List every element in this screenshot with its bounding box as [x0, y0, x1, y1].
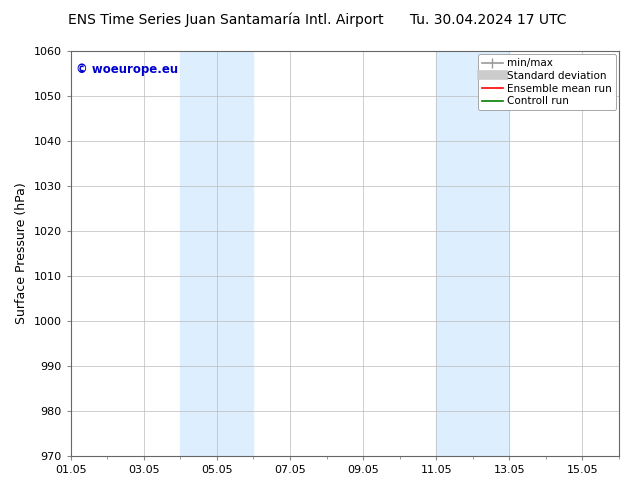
- Y-axis label: Surface Pressure (hPa): Surface Pressure (hPa): [15, 183, 28, 324]
- Text: ENS Time Series Juan Santamaría Intl. Airport      Tu. 30.04.2024 17 UTC: ENS Time Series Juan Santamaría Intl. Ai…: [68, 12, 566, 27]
- Text: © woeurope.eu: © woeurope.eu: [76, 63, 178, 76]
- Bar: [180, 51, 254, 456]
- Title: ENS Time Series Juan Santamaría Intl. Airport      Tu. 30.04.2024 17 UTC: ENS Time Series Juan Santamaría Intl. Ai…: [0, 489, 1, 490]
- Legend: min/max, Standard deviation, Ensemble mean run, Controll run: min/max, Standard deviation, Ensemble me…: [478, 54, 616, 110]
- Bar: [436, 51, 509, 456]
